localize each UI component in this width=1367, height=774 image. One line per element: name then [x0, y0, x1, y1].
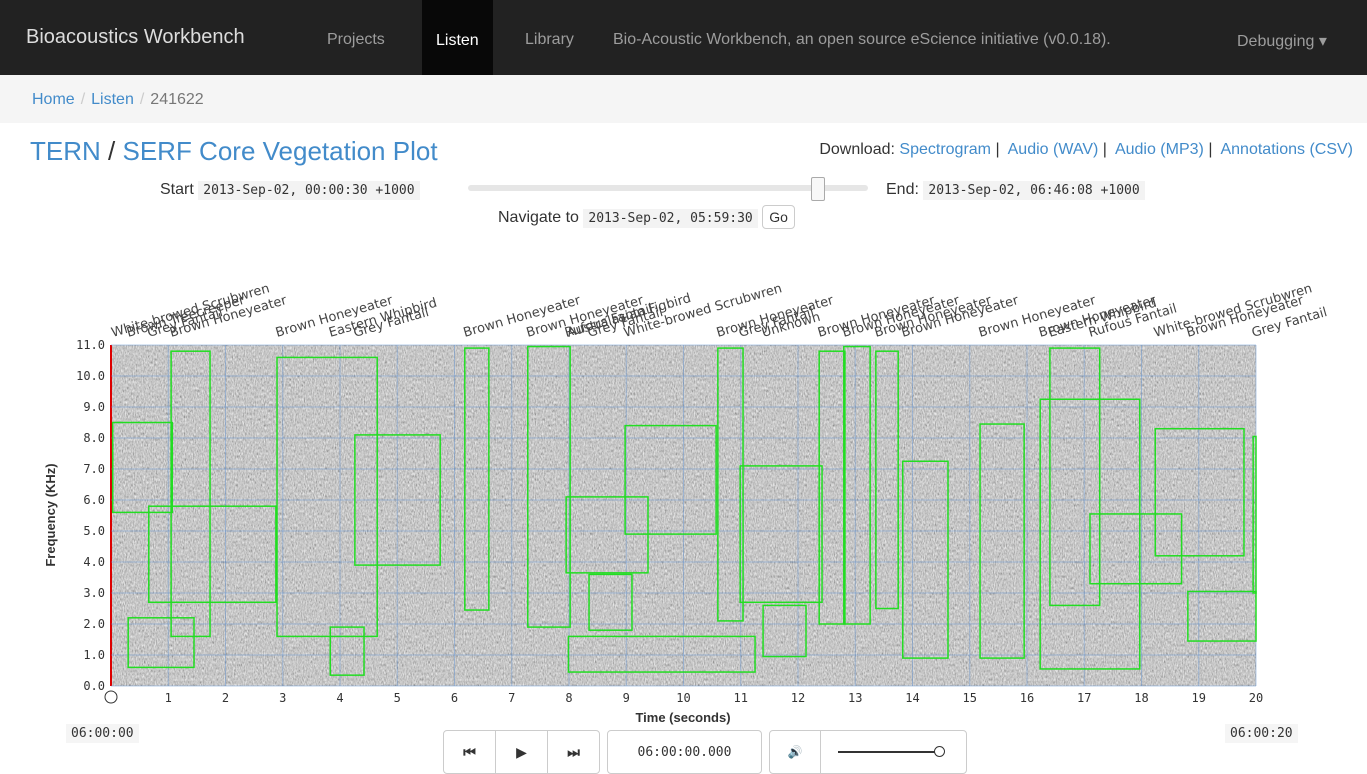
heading: TERN / SERF Core Vegetation Plot	[30, 136, 438, 167]
y-tick-label: 1.0	[83, 648, 105, 662]
end-time: 06:00:20	[1225, 724, 1298, 743]
y-tick-label: 2.0	[83, 617, 105, 631]
x-tick-label: 13	[848, 691, 862, 705]
volume-handle[interactable]	[934, 746, 945, 757]
download-link[interactable]: Spectrogram	[899, 141, 991, 158]
x-tick-label: 19	[1192, 691, 1206, 705]
download-label: Download:	[819, 141, 895, 158]
nav-link[interactable]: Projects	[327, 31, 385, 49]
nav-link-active[interactable]: Listen	[422, 0, 493, 75]
x-tick-label: 12	[791, 691, 805, 705]
nav-link[interactable]: Bio-Acoustic Workbench, an open source e…	[613, 31, 1111, 49]
start-label: Start	[160, 181, 194, 198]
brand[interactable]: Bioacoustics Workbench	[26, 26, 245, 49]
crumb[interactable]: Listen	[91, 91, 134, 108]
y-tick-label: 5.0	[83, 524, 105, 538]
mute-button[interactable]: 🔊	[770, 731, 821, 773]
y-tick-label: 10.0	[76, 369, 105, 383]
x-tick-label: 14	[905, 691, 919, 705]
x-tick-label: 15	[963, 691, 977, 705]
y-tick-label: 3.0	[83, 586, 105, 600]
next-button[interactable]: ⏭	[548, 731, 599, 773]
page: {"navbar":{"brand":"Bioacoustics Workben…	[0, 0, 1367, 774]
time-display: 06:00:00.000	[607, 730, 762, 774]
navigate-value[interactable]: 2013-Sep-02, 05:59:30	[583, 209, 757, 228]
end-label: End:	[886, 181, 919, 198]
volume-control: 🔊	[769, 730, 967, 774]
go-button[interactable]: Go	[762, 205, 795, 229]
time-value: 06:00:00.000	[633, 743, 737, 762]
prev-button[interactable]: ⏮	[444, 731, 496, 773]
download-link[interactable]: Audio (WAV)	[1008, 141, 1099, 158]
x-tick-label: 4	[336, 691, 343, 705]
download: Download: Spectrogram | Audio (WAV) | Au…	[819, 141, 1353, 159]
range-slider[interactable]	[468, 185, 868, 191]
crumb[interactable]: Home	[32, 91, 75, 108]
download-link[interactable]: Annotations (CSV)	[1220, 141, 1353, 158]
start-value[interactable]: 2013-Sep-02, 00:00:30 +1000	[198, 181, 419, 200]
y-tick-label: 8.0	[83, 431, 105, 445]
spectrogram: Frequency (KHz) Time (seconds) 0.0 1.0 2.0…	[0, 250, 1367, 730]
x-tick-label: 6	[451, 691, 458, 705]
y-tick-label: 0.0	[83, 679, 105, 693]
y-tick-label: 4.0	[83, 555, 105, 569]
breadcrumb: Home / Listen / 241622	[0, 75, 1367, 123]
navigate-row: Navigate to 2013-Sep-02, 05:59:30 Go	[498, 209, 795, 227]
x-tick-label: 11	[734, 691, 748, 705]
x-tick-label: 9	[623, 691, 630, 705]
navbar: Bioacoustics Workbench Projects Listen L…	[0, 0, 1367, 75]
x-tick-label: 8	[565, 691, 572, 705]
crumb-current: 241622	[150, 91, 203, 108]
site-link[interactable]: SERF Core Vegetation Plot	[122, 136, 437, 166]
slider-handle[interactable]	[811, 177, 825, 201]
download-sep: |	[1103, 141, 1107, 158]
download-link[interactable]: Audio (MP3)	[1115, 141, 1204, 158]
x-axis-label: Time (seconds)	[635, 710, 730, 725]
play-button[interactable]: ▶	[496, 731, 548, 773]
dropdown[interactable]: Debugging ▾	[1237, 31, 1327, 51]
start-row: Start 2013-Sep-02, 00:00:30 +1000	[160, 181, 420, 199]
y-axis-label: Frequency (KHz)	[43, 463, 58, 566]
transport-buttons: ⏮ ▶ ⏭	[443, 730, 600, 774]
nav-link[interactable]: Library	[525, 31, 574, 49]
navigate-label: Navigate to	[498, 209, 579, 226]
crumb-sep: /	[140, 91, 144, 108]
volume-slider[interactable]	[838, 751, 938, 753]
x-tick-label: 20	[1249, 691, 1263, 705]
end-row: End: 2013-Sep-02, 06:46:08 +1000	[886, 181, 1145, 199]
x-tick-label: 3	[279, 691, 286, 705]
x-tick-label: 17	[1077, 691, 1091, 705]
heading-sep: /	[108, 136, 115, 166]
project-link[interactable]: TERN	[30, 136, 101, 166]
x-tick-label: 5	[394, 691, 401, 705]
playhead-knob[interactable]	[105, 691, 117, 703]
download-sep: |	[1208, 141, 1212, 158]
y-tick-label: 11.0	[76, 338, 105, 352]
x-tick-label: 2	[222, 691, 229, 705]
download-sep: |	[995, 141, 999, 158]
crumb-sep: /	[81, 91, 85, 108]
dropdown-label[interactable]: Debugging	[1237, 33, 1314, 50]
start-time: 06:00:00	[66, 724, 139, 743]
x-tick-label: 16	[1020, 691, 1034, 705]
x-tick-label: 7	[508, 691, 515, 705]
end-value[interactable]: 2013-Sep-02, 06:46:08 +1000	[923, 181, 1144, 200]
x-tick-label: 10	[676, 691, 690, 705]
y-tick-label: 9.0	[83, 400, 105, 414]
x-tick-label: 1	[165, 691, 172, 705]
y-tick-label: 7.0	[83, 462, 105, 476]
y-tick-label: 6.0	[83, 493, 105, 507]
x-tick-label: 18	[1134, 691, 1148, 705]
